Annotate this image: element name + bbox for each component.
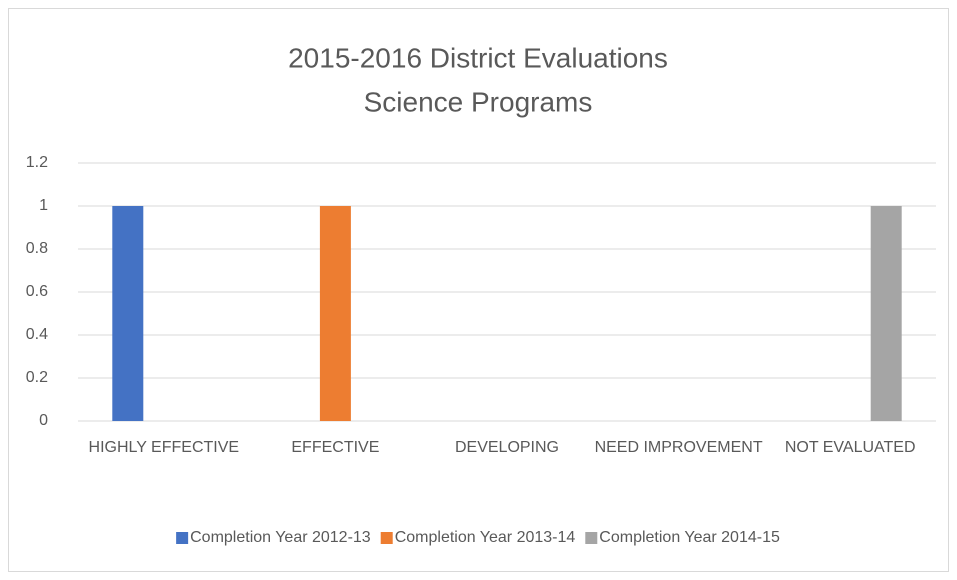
bar: [112, 206, 144, 421]
y-tick-label: 0.6: [26, 283, 48, 300]
x-tick-label: NEED IMPROVEMENT: [594, 439, 763, 456]
y-tick-label: 0.4: [26, 326, 48, 343]
y-tick-label: 1: [39, 197, 48, 214]
bar: [870, 206, 902, 421]
chart-border: [8, 8, 949, 572]
legend-label: Completion Year 2014-15: [599, 529, 780, 546]
legend-label: Completion Year 2012-13: [190, 529, 371, 546]
y-tick-label: 0.2: [26, 369, 48, 386]
bar: [319, 206, 351, 421]
legend-swatch: [585, 532, 598, 544]
x-tick-label: DEVELOPING: [454, 439, 559, 456]
legend-label: Completion Year 2013-14: [395, 529, 576, 546]
y-tick-label: 0.8: [26, 240, 48, 257]
chart-title: 2015-2016 District Evaluations: [288, 42, 668, 73]
x-tick-label: EFFECTIVE: [291, 439, 380, 456]
legend-swatch: [380, 532, 393, 544]
y-tick-label: 0: [39, 412, 48, 429]
legend-swatch: [176, 532, 189, 544]
chart-subtitle: Science Programs: [364, 86, 593, 117]
x-tick-label: HIGHLY EFFECTIVE: [88, 439, 240, 456]
x-tick-label: NOT EVALUATED: [784, 439, 916, 456]
y-tick-label: 1.2: [26, 154, 48, 171]
